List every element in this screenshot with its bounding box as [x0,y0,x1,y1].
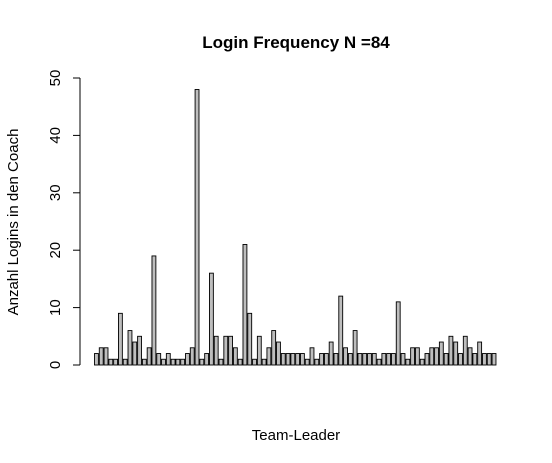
bar [281,354,285,365]
bar [305,359,309,365]
bar [368,354,372,365]
bar [219,359,223,365]
bar [382,354,386,365]
bar [214,336,218,365]
y-tick-label: 20 [47,242,64,259]
bar [296,354,300,365]
bar [353,331,357,365]
bar [411,348,415,365]
bar [109,359,113,365]
bar [147,348,151,365]
bar [272,331,276,365]
y-axis-label: Anzahl Logins in den Coach [5,129,22,316]
y-tick-label: 30 [47,184,64,201]
bar [487,354,491,365]
bar [253,359,257,365]
bar [200,359,204,365]
bars-group [95,89,496,365]
bar [439,342,443,365]
bar [344,348,348,365]
bar [387,354,391,365]
bar [425,354,429,365]
bar [229,336,233,365]
bar [339,296,343,365]
bar [372,354,376,365]
bar [162,359,166,365]
bar [286,354,290,365]
bar [320,354,324,365]
bar [324,354,328,365]
bar [315,359,319,365]
bar [133,342,137,365]
bar [224,336,228,365]
bar [257,336,261,365]
bar [277,342,281,365]
bar [396,302,400,365]
bar [195,89,199,365]
bar [478,342,482,365]
bar [238,359,242,365]
bar [391,354,395,365]
x-axis-label: Team-Leader [252,427,340,444]
bar [262,359,266,365]
bar [118,313,122,365]
bar [473,354,477,365]
bar [435,348,439,365]
bar [363,354,367,365]
bar [291,354,295,365]
bar [310,348,314,365]
y-axis: 0 10 20 30 40 50 [47,70,80,370]
bar [463,336,467,365]
chart-title: Login Frequency N =84 [202,33,390,52]
bar [492,354,496,365]
bar [166,354,170,365]
bar [406,359,410,365]
bar [138,336,142,365]
bar [348,354,352,365]
bar [329,342,333,365]
bar [449,336,453,365]
bar [468,348,472,365]
bar [128,331,132,365]
bar [114,359,118,365]
bar [300,354,304,365]
bar [152,256,156,365]
bar [459,354,463,365]
bar [186,354,190,365]
bar [243,244,247,365]
y-tick-label: 40 [47,127,64,144]
bar [454,342,458,365]
bar [142,359,146,365]
y-tick-label: 10 [47,299,64,316]
bar [377,359,381,365]
y-tick-label: 0 [47,361,64,369]
bar [444,354,448,365]
bar [176,359,180,365]
bar [205,354,209,365]
y-tick-label: 50 [47,70,64,87]
bar [233,348,237,365]
bar [334,354,338,365]
bar [123,359,127,365]
bar [415,348,419,365]
bar [171,359,175,365]
bar [420,359,424,365]
bar [482,354,486,365]
bar [157,354,161,365]
bar [209,273,213,365]
bar [401,354,405,365]
bar [181,359,185,365]
bar [248,313,252,365]
bar [104,348,108,365]
bar [267,348,271,365]
bar [99,348,103,365]
bar [190,348,194,365]
bar [430,348,434,365]
bar [95,354,99,365]
bar [358,354,362,365]
